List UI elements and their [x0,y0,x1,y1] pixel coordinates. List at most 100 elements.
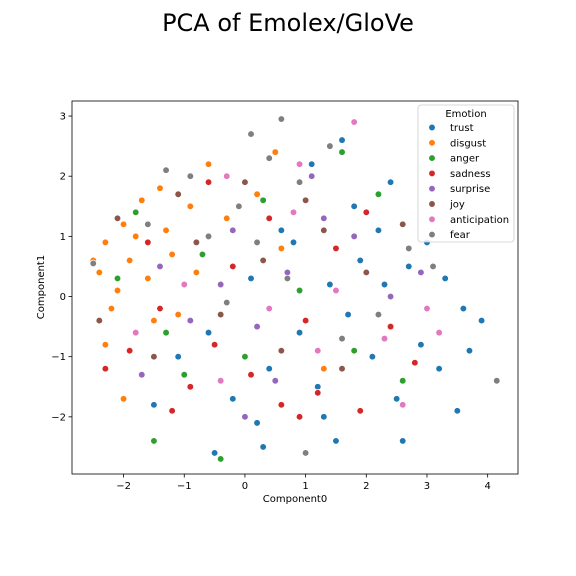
data-point-disgust [320,365,328,373]
data-point-sadness [362,208,370,216]
data-point-anger [295,286,304,295]
legend-label-anticipation: anticipation [450,215,509,226]
data-point-fear [493,377,501,385]
data-point-trust [210,449,219,457]
data-point-anger [113,274,122,283]
data-point-surprise [229,226,237,234]
legend-marker-joy [428,200,436,208]
data-point-anger [374,190,383,198]
series-trust [150,136,486,457]
data-point-trust [204,328,213,337]
legend-marker-fear [428,230,436,239]
legend-label-disgust: disgust [450,138,486,149]
data-point-anticipation [132,328,140,337]
legend-marker-anticipation [428,215,436,223]
x-tick-label: −1 [177,481,192,492]
y-tick-label: −2 [51,412,66,423]
data-point-joy [320,226,328,234]
data-point-trust [465,347,474,355]
data-point-fear [144,220,152,228]
data-point-disgust [174,310,182,319]
legend-label-joy: joy [449,200,465,211]
data-point-joy [95,316,103,325]
data-point-joy [113,214,122,222]
data-point-trust [459,304,468,313]
legend-label-anger: anger [450,154,480,165]
data-point-joy [192,238,201,247]
data-point-trust [150,401,158,409]
data-point-sadness [332,244,340,253]
data-point-anticipation [350,118,358,126]
data-point-sadness [168,407,176,415]
data-point-disgust [156,184,164,192]
data-point-trust [314,383,322,391]
data-point-anger [259,196,267,204]
data-point-surprise [186,316,194,325]
legend-label-sadness: sadness [450,169,491,180]
data-point-anger [241,353,249,361]
data-point-fear [295,178,304,186]
data-point-surprise [253,322,261,331]
data-point-sadness [101,365,110,373]
data-point-fear [204,232,213,241]
data-point-surprise [350,232,358,241]
data-point-fear [338,334,346,343]
data-point-anticipation [435,328,443,337]
legend-label-trust: trust [450,123,474,134]
legend: Emotion trust disgust anger sadness surprise… [417,104,515,243]
data-point-trust [247,274,255,283]
data-point-trust [399,437,407,445]
data-point-disgust [138,196,146,204]
y-tick-label: −1 [51,352,66,363]
x-tick-label: 1 [302,481,308,492]
data-point-trust [174,353,182,361]
data-point-sadness [229,262,237,271]
data-point-joy [150,353,158,361]
data-point-surprise [283,268,292,277]
series-anticipation [132,118,443,409]
data-point-disgust [162,226,170,234]
data-point-joy [301,196,310,204]
data-point-fear [89,259,97,268]
data-point-disgust [119,395,128,403]
data-point-disgust [101,238,110,247]
data-point-disgust [125,256,134,265]
data-point-sadness [186,383,194,391]
data-point-trust [350,202,358,210]
data-point-trust [441,274,449,283]
data-point-trust [392,395,401,403]
data-point-disgust [132,232,140,241]
data-point-fear [301,449,310,457]
data-point-fear [265,154,273,162]
data-point-surprise [308,172,316,180]
data-point-surprise [417,268,425,277]
data-point-disgust [277,244,285,253]
legend-title: Emotion [445,109,486,120]
x-tick-label: 4 [484,481,490,492]
data-point-trust [253,419,261,427]
data-point-disgust [119,220,128,228]
data-point-trust [259,443,267,451]
data-point-anticipation [295,160,304,168]
y-axis-label: Component1 [36,255,47,319]
data-point-sadness [314,389,322,397]
data-point-anger [132,208,140,216]
data-point-fear [374,310,383,319]
data-point-anger [399,377,407,385]
data-point-anticipation [314,347,322,355]
data-point-fear [283,274,292,283]
data-point-sadness [247,371,255,379]
data-point-trust [295,328,304,337]
data-point-disgust [186,202,194,210]
data-point-trust [386,178,395,186]
data-point-anticipation [180,280,188,289]
legend-items: trust disgust anger sadness surprise joy antic… [428,123,509,241]
y-tick-label: 2 [60,172,66,183]
y-axis: −2 −1 0 1 2 3 [51,112,72,423]
legend-label-fear: fear [450,230,471,241]
data-point-disgust [271,148,279,156]
data-point-sadness [386,322,395,331]
legend-marker-trust [428,123,436,132]
data-point-trust [308,160,316,168]
data-point-anticipation [380,334,389,343]
